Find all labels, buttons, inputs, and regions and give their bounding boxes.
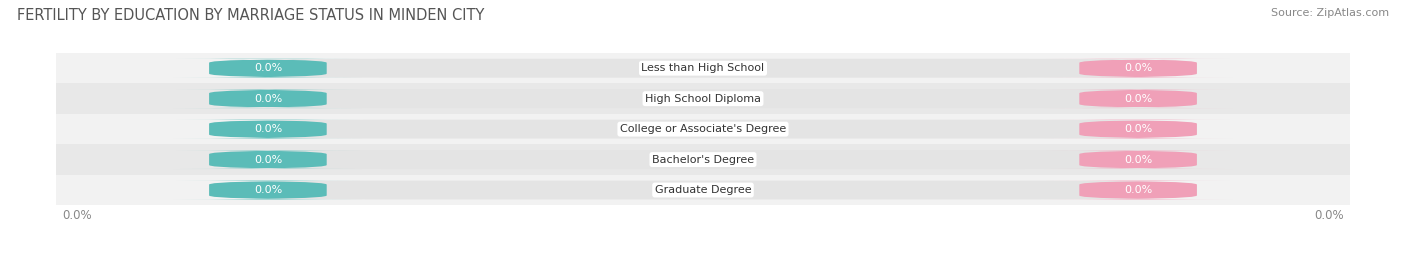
- Text: 0.0%: 0.0%: [1123, 63, 1153, 73]
- FancyBboxPatch shape: [1045, 89, 1232, 108]
- Bar: [56, 175, 1350, 205]
- Bar: [56, 83, 1350, 114]
- Bar: [56, 144, 1350, 175]
- Text: 0.0%: 0.0%: [1123, 94, 1153, 104]
- FancyBboxPatch shape: [209, 120, 1197, 139]
- Text: Source: ZipAtlas.com: Source: ZipAtlas.com: [1271, 8, 1389, 18]
- FancyBboxPatch shape: [209, 89, 1197, 108]
- FancyBboxPatch shape: [209, 59, 1197, 78]
- Text: Graduate Degree: Graduate Degree: [655, 185, 751, 195]
- Text: 0.0%: 0.0%: [1123, 124, 1153, 134]
- FancyBboxPatch shape: [1045, 59, 1232, 78]
- FancyBboxPatch shape: [174, 89, 361, 108]
- FancyBboxPatch shape: [174, 59, 361, 78]
- Legend: Married, Unmarried: Married, Unmarried: [619, 266, 787, 269]
- Text: 0.0%: 0.0%: [1123, 155, 1153, 165]
- Text: 0.0%: 0.0%: [62, 209, 91, 222]
- Text: High School Diploma: High School Diploma: [645, 94, 761, 104]
- Text: 0.0%: 0.0%: [1123, 185, 1153, 195]
- FancyBboxPatch shape: [209, 150, 1197, 169]
- Text: FERTILITY BY EDUCATION BY MARRIAGE STATUS IN MINDEN CITY: FERTILITY BY EDUCATION BY MARRIAGE STATU…: [17, 8, 484, 23]
- FancyBboxPatch shape: [1045, 180, 1232, 200]
- FancyBboxPatch shape: [174, 120, 361, 139]
- Bar: [56, 53, 1350, 83]
- Text: Less than High School: Less than High School: [641, 63, 765, 73]
- Text: 0.0%: 0.0%: [253, 124, 283, 134]
- Text: 0.0%: 0.0%: [253, 155, 283, 165]
- FancyBboxPatch shape: [174, 180, 361, 200]
- Text: 0.0%: 0.0%: [253, 94, 283, 104]
- FancyBboxPatch shape: [1045, 120, 1232, 139]
- FancyBboxPatch shape: [209, 180, 1197, 200]
- Text: 0.0%: 0.0%: [1315, 209, 1344, 222]
- FancyBboxPatch shape: [1045, 150, 1232, 169]
- Text: 0.0%: 0.0%: [253, 185, 283, 195]
- FancyBboxPatch shape: [174, 150, 361, 169]
- Bar: [56, 114, 1350, 144]
- Text: 0.0%: 0.0%: [253, 63, 283, 73]
- Text: Bachelor's Degree: Bachelor's Degree: [652, 155, 754, 165]
- Text: College or Associate's Degree: College or Associate's Degree: [620, 124, 786, 134]
